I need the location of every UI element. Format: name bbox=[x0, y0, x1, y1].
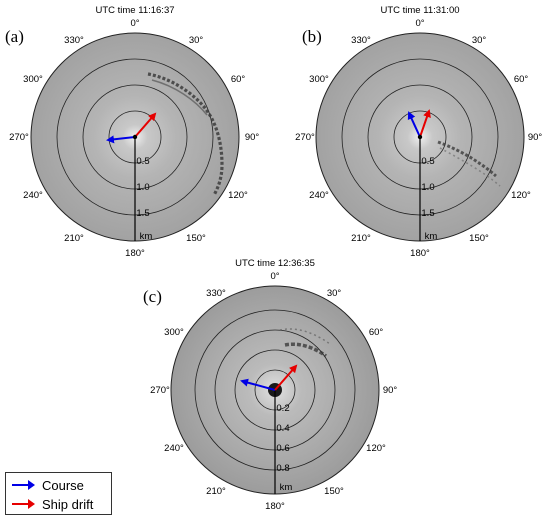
range-label: 1.0 bbox=[421, 182, 434, 193]
range-label: 1.5 bbox=[136, 208, 149, 219]
bearing-label: 180° bbox=[125, 248, 145, 259]
bearing-label: 120° bbox=[511, 190, 531, 201]
bearing-label: 270° bbox=[295, 132, 315, 143]
bearing-label: 270° bbox=[9, 132, 29, 143]
panel-title: UTC time 11:16:37 bbox=[95, 5, 174, 16]
legend-item-drift: Ship drift bbox=[10, 495, 93, 513]
bearing-label: 330° bbox=[64, 35, 84, 46]
panel-letter: (c) bbox=[143, 287, 162, 306]
drift-arrow bbox=[274, 364, 298, 391]
sea-ice-echo bbox=[151, 79, 208, 116]
bearing-label: 300° bbox=[23, 74, 43, 85]
course-arrow-icon bbox=[12, 480, 35, 490]
range-label: 1.5 bbox=[421, 208, 434, 219]
bearing-label: 180° bbox=[410, 248, 430, 259]
bearing-label: 330° bbox=[351, 35, 371, 46]
drift-arrow bbox=[419, 109, 431, 138]
bearing-label: 330° bbox=[206, 288, 226, 299]
bearing-label: 240° bbox=[309, 190, 329, 201]
bearing-label: 0° bbox=[415, 18, 424, 29]
bearing-label: 90° bbox=[528, 132, 543, 143]
range-unit: km bbox=[280, 482, 293, 493]
course-arrow bbox=[106, 135, 136, 144]
bearing-label: 210° bbox=[206, 486, 226, 497]
bearing-label: 210° bbox=[64, 233, 84, 244]
range-label: 0.2 bbox=[276, 403, 289, 414]
range-label: 1.0 bbox=[136, 182, 149, 193]
bearing-label: 60° bbox=[369, 327, 384, 338]
bearing-label: 180° bbox=[265, 501, 285, 512]
bearing-label: 270° bbox=[150, 385, 170, 396]
bearing-label: 0° bbox=[270, 271, 279, 282]
drift-arrow-icon bbox=[12, 499, 35, 509]
range-label: 0.5 bbox=[421, 156, 434, 167]
drift-arrow bbox=[134, 112, 157, 138]
panel-b: (b) UTC time 11:31:00 0.5 1.0 1.5 km 0° … bbox=[295, 5, 542, 259]
bearing-label: 30° bbox=[327, 288, 342, 299]
bearing-label: 90° bbox=[383, 385, 398, 396]
sea-ice-echo bbox=[437, 140, 497, 178]
bearing-label: 60° bbox=[231, 74, 246, 85]
panel-title: UTC time 11:31:00 bbox=[380, 5, 459, 16]
legend-drift-label: Ship drift bbox=[42, 496, 94, 512]
panel-c: (c) UTC time 12:36:35 0.2 0.4 0.6 0.8 km… bbox=[143, 258, 397, 512]
panel-title: UTC time 12:36:35 bbox=[235, 258, 315, 269]
legend-item-course: Course bbox=[10, 476, 84, 494]
bearing-label: 120° bbox=[228, 190, 248, 201]
panel-letter: (b) bbox=[302, 27, 322, 46]
bearing-label: 300° bbox=[164, 327, 184, 338]
range-label: 0.6 bbox=[276, 443, 289, 454]
bearing-label: 30° bbox=[472, 35, 487, 46]
sea-ice-echo bbox=[147, 72, 224, 196]
bearing-label: 0° bbox=[130, 18, 139, 29]
sea-ice-echo bbox=[279, 328, 331, 345]
course-arrow bbox=[407, 111, 421, 138]
ship-position bbox=[417, 134, 423, 140]
bearing-label: 60° bbox=[514, 74, 529, 85]
bearing-label: 90° bbox=[245, 132, 260, 143]
course-arrow bbox=[240, 378, 276, 391]
bearing-label: 30° bbox=[189, 35, 204, 46]
range-unit: km bbox=[140, 231, 153, 242]
panel-letter: (a) bbox=[5, 27, 24, 46]
bearing-label: 210° bbox=[351, 233, 371, 244]
bearing-label: 240° bbox=[23, 190, 43, 201]
sea-ice-echo bbox=[439, 147, 501, 187]
bearing-label: 120° bbox=[366, 443, 386, 454]
range-label: 0.8 bbox=[276, 463, 289, 474]
range-label: 0.5 bbox=[136, 156, 149, 167]
range-unit: km bbox=[425, 231, 438, 242]
legend-course-label: Course bbox=[42, 477, 84, 493]
range-label: 0.4 bbox=[276, 423, 289, 434]
sea-ice-echo bbox=[284, 342, 328, 358]
bearing-label: 300° bbox=[309, 74, 329, 85]
bearing-label: 150° bbox=[469, 233, 489, 244]
ship-position bbox=[132, 134, 138, 140]
panel-a: (a) UTC time 11:16:37 0.5 1.0 1.5 km 0° … bbox=[5, 5, 259, 259]
bearing-label: 150° bbox=[324, 486, 344, 497]
bearing-label: 240° bbox=[164, 443, 184, 454]
legend: Course Ship drift bbox=[5, 472, 112, 515]
bearing-label: 150° bbox=[186, 233, 206, 244]
